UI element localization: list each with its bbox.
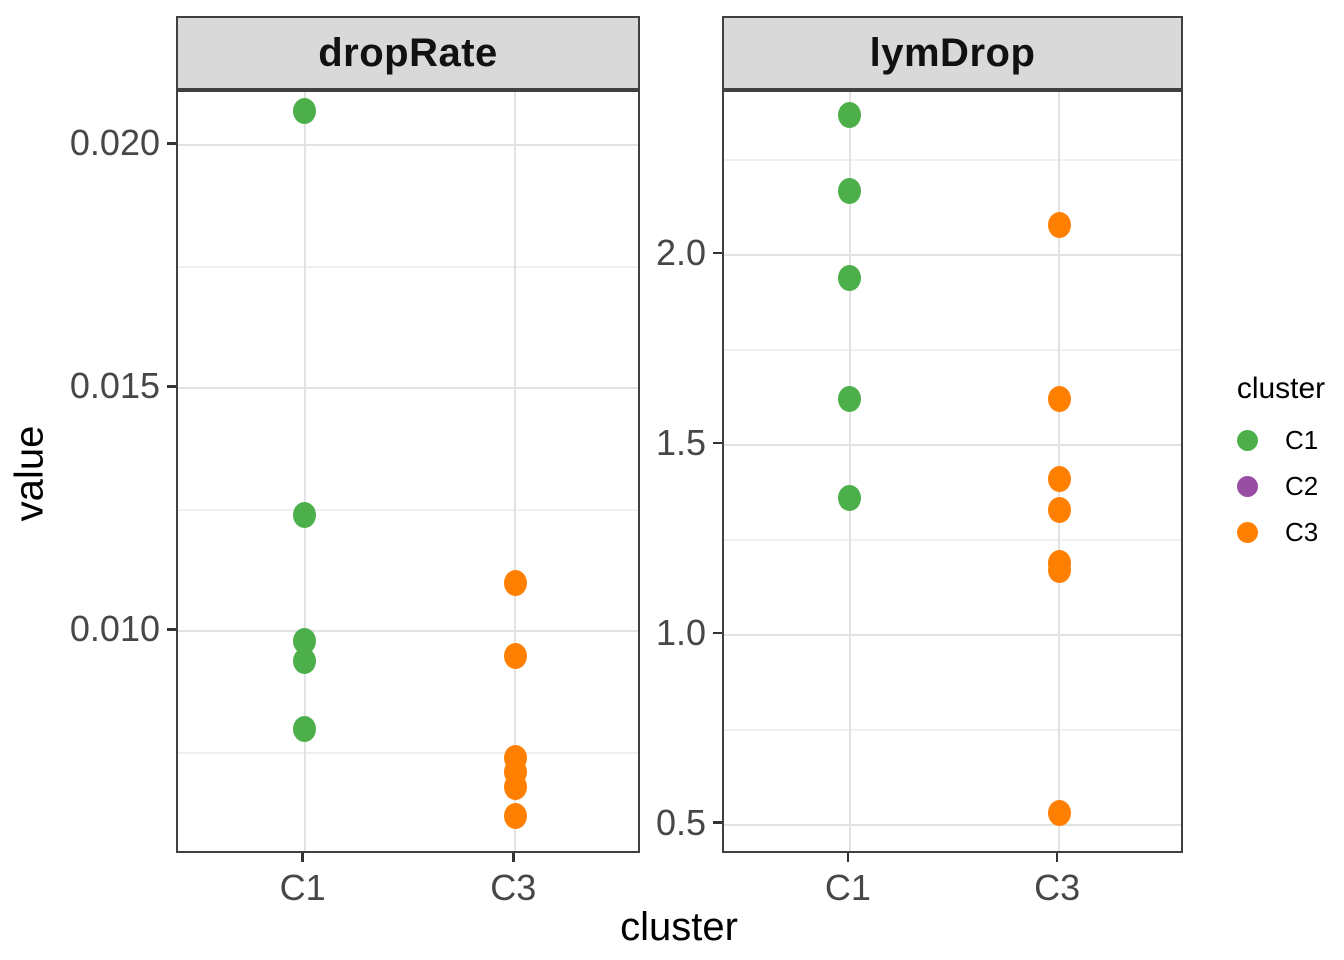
y-tick-mark — [167, 628, 176, 631]
x-tick-label: C3 — [1034, 867, 1081, 908]
y-tick-mark — [167, 142, 176, 145]
data-point-C3 — [1047, 800, 1071, 827]
x-axis-title: cluster — [620, 905, 738, 949]
x-tick-label: C1 — [279, 867, 326, 908]
data-point-C1 — [838, 265, 862, 291]
gridline-major — [724, 254, 1181, 257]
legend-entry-c3: C3 — [1222, 516, 1340, 547]
gridline-major — [724, 633, 1181, 636]
data-point-C1 — [838, 386, 862, 413]
gridline-minor — [178, 265, 638, 268]
legend-key-c1-dot — [1237, 429, 1258, 451]
facet-panel-dropRate — [176, 90, 640, 853]
data-point-C1 — [293, 501, 317, 528]
facet-panel-lymDrop — [722, 90, 1183, 853]
data-point-C1 — [293, 98, 317, 125]
x-tick-label: C3 — [490, 867, 537, 908]
gridline-minor — [724, 349, 1181, 352]
gridline-major — [178, 387, 638, 390]
y-tick-label: 1.0 — [655, 611, 706, 653]
legend-key-c3-label: C3 — [1285, 516, 1319, 547]
gridline-major — [178, 630, 638, 633]
data-point-C3 — [1047, 466, 1071, 493]
y-tick-mark — [713, 821, 722, 824]
gridline-major — [178, 144, 638, 147]
y-tick-mark — [713, 441, 722, 445]
gridline-minor — [178, 508, 638, 511]
y-tick-label: 2.0 — [655, 232, 706, 274]
facet-strip-dropRate-label: dropRate — [318, 30, 498, 75]
data-point-C1 — [293, 715, 317, 742]
facet-strip-lymDrop-label: lymDrop — [869, 30, 1036, 75]
facet-strip-dropRate: dropRate — [176, 16, 640, 90]
y-tick-label: 0.015 — [69, 365, 160, 407]
data-point-C3 — [503, 642, 527, 669]
gridline-minor — [724, 538, 1181, 541]
data-point-C3 — [1047, 496, 1071, 523]
legend-entry-c1: C1 — [1222, 424, 1340, 455]
x-tick-mark — [1055, 853, 1059, 862]
gridline-vertical — [848, 92, 851, 851]
legend-key-c2-label: C2 — [1285, 470, 1319, 501]
x-tick-label: C1 — [824, 867, 871, 908]
data-point-C3 — [503, 773, 527, 800]
gridline-minor — [724, 728, 1181, 731]
data-point-C1 — [293, 628, 317, 655]
gridline-minor — [178, 751, 638, 754]
data-point-C3 — [503, 803, 527, 830]
data-point-C1 — [293, 647, 317, 674]
y-tick-label: 0.010 — [69, 608, 160, 650]
legend-entry-c2: C2 — [1222, 470, 1340, 501]
y-tick-mark — [713, 631, 722, 635]
y-tick-label: 1.5 — [655, 422, 706, 464]
data-point-C3 — [1047, 557, 1071, 584]
gridline-minor — [724, 159, 1181, 162]
legend-key-c3-dot — [1237, 521, 1258, 543]
y-tick-mark — [167, 385, 176, 388]
data-point-C1 — [838, 101, 862, 128]
legend-key-c1-label: C1 — [1285, 424, 1319, 455]
y-tick-mark — [713, 251, 722, 255]
x-tick-mark — [512, 853, 515, 862]
legend: cluster C1 C2 C3 — [1222, 372, 1340, 565]
legend-title: cluster — [1236, 372, 1326, 405]
legend-key-c2-dot — [1237, 475, 1258, 497]
gridline-vertical — [303, 92, 306, 851]
data-point-C1 — [838, 485, 862, 512]
y-tick-label: 0.020 — [69, 122, 160, 164]
gridline-major — [724, 444, 1181, 447]
gridline-vertical — [514, 92, 517, 851]
x-tick-mark — [301, 853, 304, 862]
facet-strip-lymDrop: lymDrop — [722, 16, 1183, 90]
y-axis-title: value — [7, 425, 52, 522]
y-tick-label: 0.5 — [655, 801, 706, 843]
gridline-major — [724, 823, 1181, 826]
data-point-C3 — [1047, 211, 1071, 238]
data-point-C1 — [838, 177, 862, 204]
data-point-C3 — [503, 569, 527, 596]
data-point-C3 — [1047, 386, 1071, 413]
x-tick-mark — [846, 853, 850, 862]
